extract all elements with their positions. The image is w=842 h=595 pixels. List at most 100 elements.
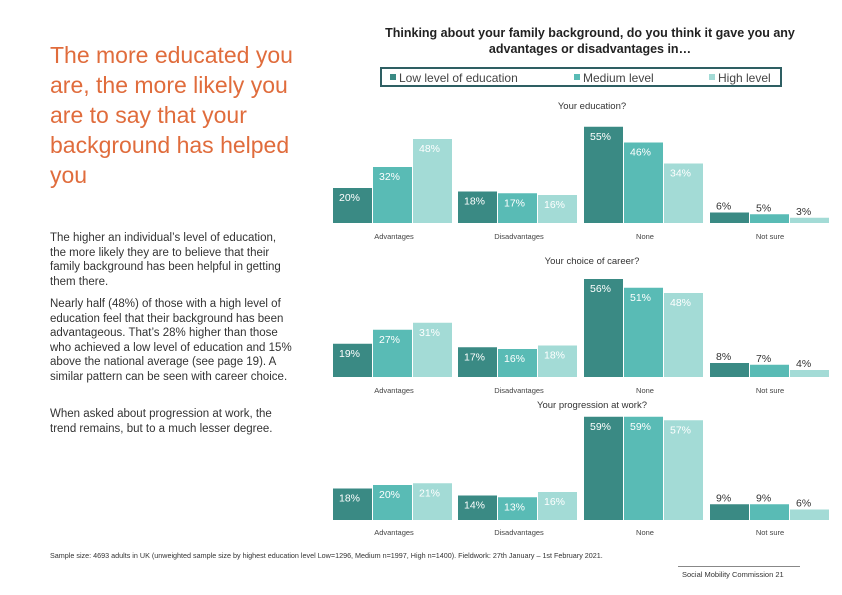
bar-c1-none-s2 xyxy=(624,142,663,223)
chart-1-subtitle: Your education? xyxy=(558,101,626,112)
category-label-c1-4: Not sure xyxy=(756,232,784,241)
value-label-c3-1-3: 21% xyxy=(419,487,440,499)
bar-c3-disadvantages-s1 xyxy=(458,495,497,520)
bar-c3-not-sure-s2 xyxy=(750,504,789,520)
value-label-c1-2-2: 17% xyxy=(504,197,525,209)
value-label-c2-1-3: 31% xyxy=(419,327,440,339)
footer-divider xyxy=(678,566,800,567)
value-label-c2-4-3: 4% xyxy=(796,358,811,370)
legend-label-medium: Medium level xyxy=(583,71,654,85)
bar-c1-advantages-s2 xyxy=(373,167,412,223)
value-label-c1-1-1: 20% xyxy=(339,192,360,204)
bar-c2-advantages-s2 xyxy=(373,329,412,377)
category-label-c3-1: Advantages xyxy=(374,528,414,537)
bar-c3-none-s2 xyxy=(624,416,663,520)
headline: The more educated you are, the more like… xyxy=(50,42,293,188)
legend-label-low: Low level of education xyxy=(399,71,518,85)
chart-legend: Low level of education Medium level High… xyxy=(380,67,782,87)
value-label-c3-3-2: 59% xyxy=(630,421,651,433)
category-label-c2-3: None xyxy=(636,386,654,395)
category-label-c1-1: Advantages xyxy=(374,232,414,241)
bar-c1-not-sure-s3 xyxy=(790,217,829,223)
value-label-c1-4-2: 5% xyxy=(756,202,771,214)
value-label-c2-3-1: 56% xyxy=(590,283,611,295)
bar-c3-disadvantages-s3 xyxy=(538,492,577,520)
value-label-c3-4-1: 9% xyxy=(716,492,731,504)
value-label-c3-1-1: 18% xyxy=(339,493,360,505)
bar-c3-advantages-s1 xyxy=(333,488,372,520)
bar-c1-not-sure-s2 xyxy=(750,214,789,223)
value-label-c1-2-3: 16% xyxy=(544,199,565,211)
value-label-c1-4-1: 6% xyxy=(716,201,731,213)
value-label-c3-3-3: 57% xyxy=(670,424,691,436)
bar-c1-disadvantages-s3 xyxy=(538,195,577,223)
bar-c2-disadvantages-s1 xyxy=(458,347,497,377)
bar-c2-none-s1 xyxy=(584,279,623,377)
chart-title: Thinking about your family background, d… xyxy=(385,26,795,56)
value-label-c1-1-3: 48% xyxy=(419,143,440,155)
legend-item-high: High level xyxy=(709,71,771,85)
category-label-c1-3: None xyxy=(636,232,654,241)
value-label-c2-3-2: 51% xyxy=(630,292,651,304)
value-label-c1-3-2: 46% xyxy=(630,147,651,159)
value-label-c2-3-3: 48% xyxy=(670,297,691,309)
chart-3-subtitle: Your progression at work? xyxy=(537,400,647,411)
page-footer: Social Mobility Commission 21 xyxy=(682,570,784,579)
bar-c2-advantages-s1 xyxy=(333,343,372,377)
legend-swatch-medium xyxy=(574,74,580,80)
bar-c2-none-s2 xyxy=(624,287,663,377)
bar-c3-none-s1 xyxy=(584,416,623,520)
bar-c1-advantages-s1 xyxy=(333,188,372,223)
bar-c2-disadvantages-s2 xyxy=(498,349,537,377)
bar-c2-not-sure-s1 xyxy=(710,363,749,377)
progression-paragraph: When asked about progression at work, th… xyxy=(50,408,273,435)
value-label-c1-3-1: 55% xyxy=(590,131,611,143)
value-label-c2-2-2: 16% xyxy=(504,353,525,365)
category-label-c2-4: Not sure xyxy=(756,386,784,395)
legend-item-medium: Medium level xyxy=(574,71,654,85)
category-label-c2-2: Disadvantages xyxy=(494,386,544,395)
category-label-c3-3: None xyxy=(636,528,654,537)
bar-c1-disadvantages-s1 xyxy=(458,191,497,223)
category-label-c3-2: Disadvantages xyxy=(494,528,544,537)
bar-c1-advantages-s3 xyxy=(413,139,452,223)
bar-c1-disadvantages-s2 xyxy=(498,193,537,223)
bar-c1-not-sure-s1 xyxy=(710,212,749,223)
value-label-c2-2-1: 17% xyxy=(464,351,485,363)
value-label-c1-4-3: 3% xyxy=(796,206,811,218)
bar-c3-advantages-s3 xyxy=(413,483,452,520)
legend-label-high: High level xyxy=(718,71,771,85)
legend-swatch-high xyxy=(709,74,715,80)
value-label-c1-2-1: 18% xyxy=(464,196,485,208)
value-label-c2-1-2: 27% xyxy=(379,334,400,346)
bar-c2-disadvantages-s3 xyxy=(538,345,577,377)
bar-c3-advantages-s2 xyxy=(373,485,412,520)
value-label-c3-1-2: 20% xyxy=(379,489,400,501)
value-label-c3-3-1: 59% xyxy=(590,421,611,433)
detail-paragraph: Nearly half (48%) of those with a high l… xyxy=(50,298,292,383)
bar-c2-not-sure-s3 xyxy=(790,370,829,377)
category-label-c3-4: Not sure xyxy=(756,528,784,537)
value-label-c3-2-1: 14% xyxy=(464,500,485,512)
bar-c1-none-s1 xyxy=(584,126,623,223)
bar-c2-advantages-s3 xyxy=(413,322,452,377)
value-label-c1-1-2: 32% xyxy=(379,171,400,183)
legend-item-low: Low level of education xyxy=(390,71,518,85)
bar-c3-none-s3 xyxy=(664,420,703,520)
value-label-c3-2-3: 16% xyxy=(544,496,565,508)
bar-c2-none-s3 xyxy=(664,293,703,377)
intro-paragraph: The higher an individual’s level of educ… xyxy=(50,232,281,288)
sample-size-footnote: Sample size: 4693 adults in UK (unweight… xyxy=(50,551,603,560)
chart-2-subtitle: Your choice of career? xyxy=(545,256,640,267)
bar-c1-none-s3 xyxy=(664,163,703,223)
value-label-c2-2-3: 18% xyxy=(544,350,565,362)
bar-c2-not-sure-s2 xyxy=(750,364,789,377)
category-label-c2-1: Advantages xyxy=(374,386,414,395)
bar-c3-not-sure-s3 xyxy=(790,509,829,520)
value-label-c3-4-2: 9% xyxy=(756,492,771,504)
bar-c3-disadvantages-s2 xyxy=(498,497,537,520)
legend-swatch-low xyxy=(390,74,396,80)
value-label-c3-2-2: 13% xyxy=(504,501,525,513)
category-label-c1-2: Disadvantages xyxy=(494,232,544,241)
